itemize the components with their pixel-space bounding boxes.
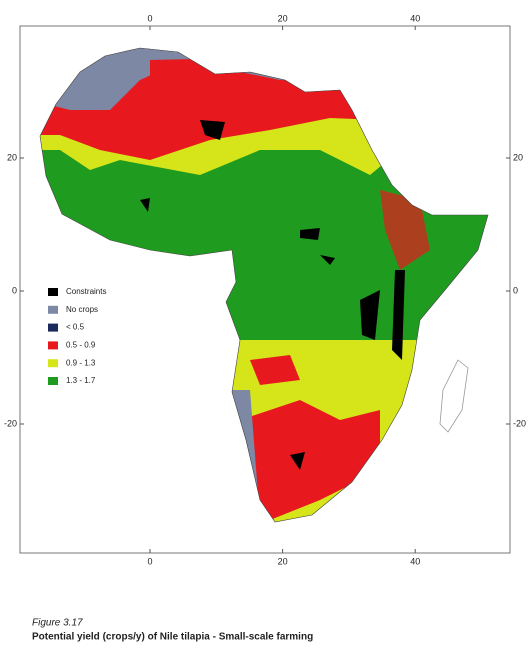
legend-swatch — [48, 305, 58, 314]
legend-swatch — [48, 341, 58, 350]
x-tick-label: 20 — [278, 13, 288, 23]
legend-swatch — [48, 323, 58, 332]
zone-red — [380, 190, 430, 270]
legend-swatch — [48, 288, 58, 296]
y-tick-label: 0 — [12, 285, 17, 295]
y-tick-label: 20 — [7, 152, 17, 162]
y-tick-label: 20 — [513, 152, 523, 162]
y-tick-label: 0 — [513, 285, 518, 295]
legend-label: < 0.5 — [66, 323, 85, 332]
legend-swatch — [48, 359, 58, 368]
legend-label: 0.9 - 1.3 — [66, 358, 96, 367]
legend-label: 1.3 - 1.7 — [66, 376, 96, 385]
zone-red — [250, 355, 300, 385]
x-tick-label: 40 — [410, 556, 420, 566]
legend-label: 0.5 - 0.9 — [66, 341, 96, 350]
legend-swatch — [48, 377, 58, 385]
madagascar — [439, 359, 469, 433]
figure-title: Potential yield (crops/y) of Nile tilapi… — [32, 632, 313, 643]
x-tick-label: 40 — [410, 13, 420, 23]
x-tick-label: 0 — [147, 13, 152, 23]
x-tick-label: 0 — [147, 556, 152, 566]
legend-label: Constraints — [66, 287, 106, 296]
legend-label: No crops — [66, 305, 98, 314]
map-frame — [19, 25, 511, 554]
figure-number: Figure 3.17 — [32, 618, 83, 629]
y-tick-label: -20 — [4, 418, 17, 428]
zone-red — [240, 400, 380, 520]
x-tick-label: 20 — [278, 556, 288, 566]
y-tick-label: -20 — [513, 418, 526, 428]
